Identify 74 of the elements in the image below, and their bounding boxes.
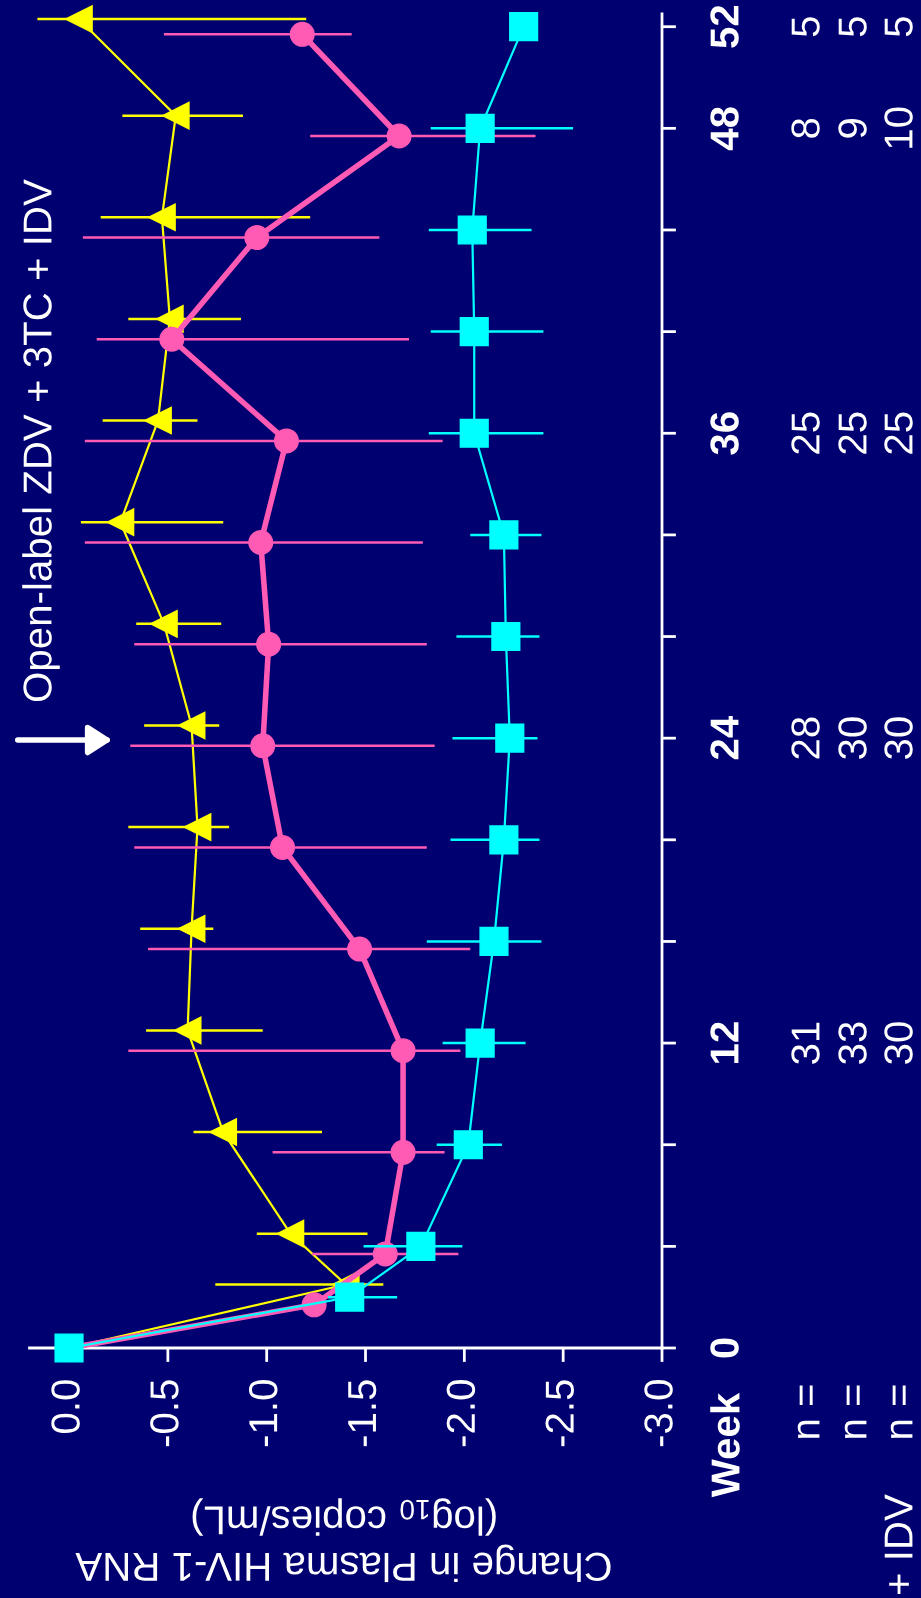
point (479, 926, 509, 957)
point (457, 215, 487, 245)
point (390, 1139, 416, 1165)
x-tick-label: 0.0 (51, 1380, 80, 1433)
text: 10 (884, 107, 913, 148)
point (459, 418, 489, 448)
text: 30 (884, 717, 913, 760)
text: + IDV (884, 1494, 913, 1595)
point (289, 21, 315, 47)
point (173, 1016, 202, 1045)
text: 5 (791, 17, 820, 37)
text: 28 (791, 717, 820, 759)
point (495, 723, 525, 753)
point (250, 733, 276, 759)
point (155, 305, 184, 333)
x-tick-label: -1.5 (348, 1380, 377, 1447)
point (273, 428, 299, 454)
point (489, 520, 519, 550)
point (406, 1231, 436, 1261)
x-tick-label: -2.0 (446, 1380, 476, 1447)
point (347, 936, 373, 962)
point (150, 609, 178, 638)
x-tick-label: -0.5 (150, 1380, 179, 1447)
point (509, 12, 539, 42)
point (65, 5, 93, 33)
point (148, 203, 176, 232)
point (144, 406, 172, 435)
point (491, 621, 521, 652)
point (269, 834, 296, 860)
text: 25 (838, 412, 867, 454)
x-tick-label: -3.0 (644, 1380, 673, 1447)
text: 9 (838, 119, 867, 138)
point (453, 1130, 483, 1160)
y-tick-label: 48 (710, 107, 739, 151)
y-tick-label: 36 (710, 412, 739, 455)
y-tick-label: 52 (710, 5, 739, 48)
x-axis-title: Change in Plasma HIV-1 RNA (log$_{10}$ copies/mL) (75, 1498, 611, 1583)
point (489, 825, 519, 855)
point (459, 317, 489, 347)
point (276, 1219, 305, 1248)
text: n = (890, 1385, 913, 1438)
text: n = (844, 1385, 867, 1438)
text: 30 (884, 1022, 913, 1064)
point (177, 914, 206, 943)
point (256, 631, 282, 657)
text: 30 (838, 717, 867, 760)
y-tick-label: 0 (710, 1338, 739, 1358)
text: 25 (791, 412, 820, 454)
annotation: Open-label ZDV + 3TC + IDV (22, 179, 60, 702)
point (244, 225, 270, 251)
point (335, 1282, 365, 1312)
point (161, 101, 190, 130)
x-tick-label: -1.0 (248, 1380, 278, 1447)
y-tick-label: 12 (710, 1022, 739, 1063)
text: 8 (791, 118, 820, 138)
point (390, 1038, 416, 1064)
point (183, 813, 212, 841)
text: 5 (884, 17, 913, 37)
point (106, 508, 135, 537)
text: 31 (791, 1022, 820, 1064)
text: 5 (838, 17, 867, 37)
point (209, 1118, 238, 1146)
text: 33 (838, 1022, 867, 1064)
text: 25 (884, 412, 913, 454)
point (248, 530, 274, 556)
point (159, 326, 185, 352)
point (386, 123, 412, 149)
text: Week (710, 1392, 740, 1498)
x-tick-label: -2.5 (545, 1380, 574, 1447)
point (177, 711, 206, 740)
text: n = (797, 1385, 820, 1438)
point (465, 113, 495, 143)
y-tick-label: 24 (710, 715, 739, 760)
point (465, 1028, 495, 1058)
